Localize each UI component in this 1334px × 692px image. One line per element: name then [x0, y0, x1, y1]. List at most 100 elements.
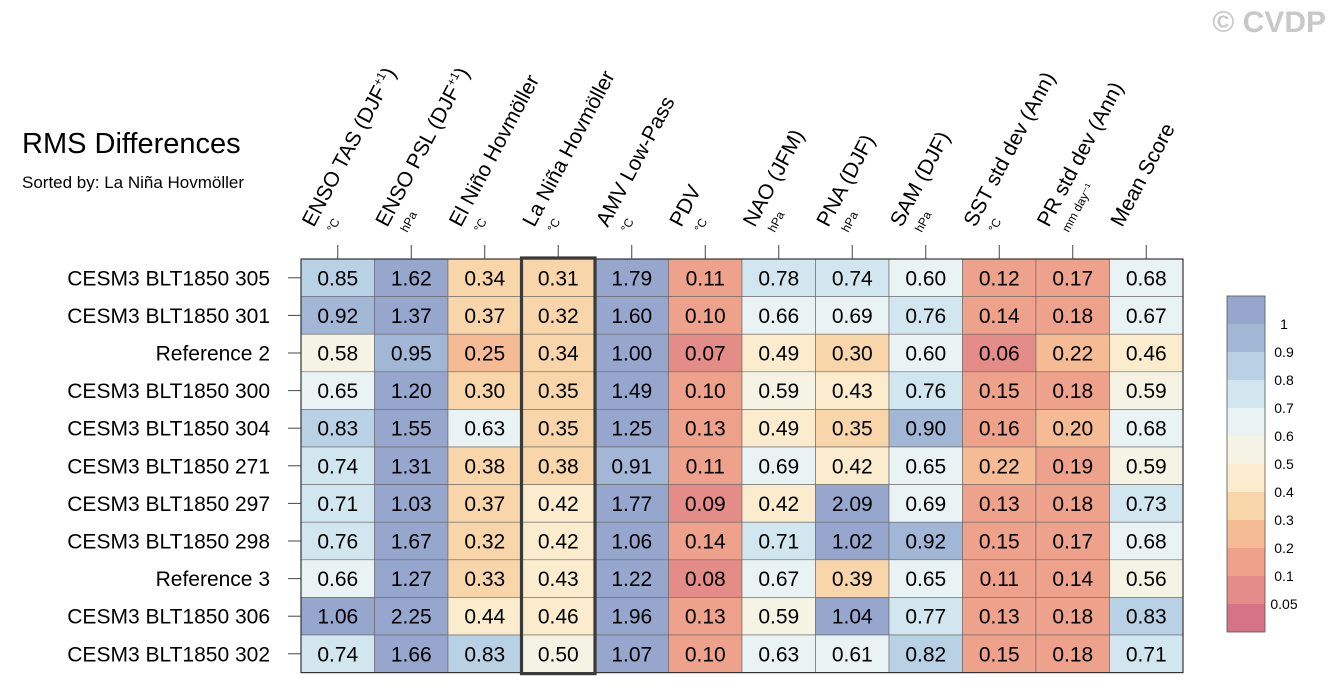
heatmap-cell [962, 559, 1037, 598]
heatmap-cell [1109, 484, 1184, 523]
heatmap-cell [1035, 409, 1110, 448]
heatmap-cell [962, 484, 1037, 523]
cell-value: 0.69 [758, 455, 799, 478]
colorbar-swatch [1227, 464, 1265, 492]
cell-value: 0.83 [317, 418, 358, 441]
cell-value: 0.90 [905, 418, 946, 441]
cell-value: 0.32 [538, 305, 579, 328]
cell-value: 0.15 [979, 531, 1020, 554]
cell-value: 0.10 [685, 643, 726, 666]
cell-value: 0.59 [1126, 380, 1167, 403]
heatmap-cell [374, 597, 449, 636]
column-label: AMV Low-Pass [592, 93, 680, 231]
cell-value: 0.17 [1052, 531, 1093, 554]
heatmap-cell [815, 521, 890, 561]
cell-value: 0.95 [391, 343, 432, 366]
heatmap-cell [668, 296, 743, 335]
colorbar-swatch [1227, 324, 1265, 352]
heatmap-cell [1035, 521, 1110, 561]
heatmap-cell [447, 296, 522, 335]
column-unit: °C [692, 216, 711, 235]
heatmap-cell [594, 409, 669, 448]
cell-value: 0.34 [538, 343, 579, 366]
cell-value: 0.13 [685, 418, 726, 441]
heatmap-cell [815, 597, 890, 636]
heatmap-cell [888, 371, 963, 410]
colorbar-swatch [1227, 604, 1265, 632]
colorbar-border [1226, 295, 1266, 633]
heatmap-cells: 0.85 1.62 0.34 0.31 1.79 0.11 0.78 0.74 0.60 0.12… [300, 256, 1184, 676]
cell-value: 0.43 [538, 568, 579, 591]
cell-value: 0.44 [464, 606, 505, 629]
cell-value: 0.16 [979, 418, 1020, 441]
cell-value: 0.65 [905, 455, 946, 478]
cell-value: 0.83 [464, 643, 505, 666]
colorbar-label: 0.1 [1274, 568, 1294, 584]
cell-value: 0.43 [832, 380, 873, 403]
heatmap-cell [741, 296, 816, 335]
heatmap-cell [374, 446, 449, 485]
cell-value: 0.18 [1052, 643, 1093, 666]
row-label: CESM3 BLT1850 301 [67, 305, 270, 328]
heatmap-cell [521, 597, 596, 636]
heatmap-cell [888, 333, 963, 373]
colorbar-swatch [1227, 492, 1265, 520]
cell-value: 0.76 [317, 531, 358, 554]
cell-value: 0.69 [832, 305, 873, 328]
cell-value: 1.79 [611, 267, 652, 290]
colorbar-label: 0.05 [1270, 596, 1297, 612]
cell-value: 1.49 [611, 380, 652, 403]
cell-value: 1.02 [832, 531, 873, 554]
cell-value: 0.13 [685, 606, 726, 629]
heatmap-cell [521, 521, 596, 561]
row-label: CESM3 BLT1850 302 [67, 643, 270, 666]
row-label: CESM3 BLT1850 304 [67, 418, 270, 441]
cell-value: 0.37 [464, 305, 505, 328]
heatmap-cell [300, 371, 375, 410]
cell-value: 0.11 [980, 568, 1019, 591]
colorbar-swatch [1227, 352, 1265, 380]
cell-value: 0.91 [611, 455, 652, 478]
heatmap-cell [594, 371, 669, 410]
heatmap-cell [741, 597, 816, 636]
colorbar-label: 0.7 [1274, 400, 1294, 416]
heatmap-cell [374, 484, 449, 523]
cell-value: 2.25 [391, 606, 432, 629]
heatmap-cell [668, 634, 743, 673]
heatmap-cell [668, 446, 743, 485]
watermark: © CVDP [1212, 6, 1326, 39]
cell-value: 0.46 [538, 606, 579, 629]
cell-value: 0.11 [686, 455, 725, 478]
cell-value: 0.20 [1052, 418, 1093, 441]
heatmap-cell [668, 371, 743, 410]
heatmap-cell [1109, 634, 1184, 673]
heatmap-cell [741, 446, 816, 485]
cell-value: 0.76 [905, 380, 946, 403]
cell-value: 0.12 [979, 267, 1020, 290]
cell-value: 0.39 [832, 568, 873, 591]
heatmap-cell [447, 559, 522, 598]
cell-value: 0.66 [317, 568, 358, 591]
heatmap-cell [741, 521, 816, 561]
heatmap-cell [741, 634, 816, 673]
colorbar-label: 0.5 [1274, 456, 1294, 472]
heatmap-cell [888, 296, 963, 335]
colorbar-label: 0.4 [1274, 484, 1294, 500]
heatmap-cell [1109, 258, 1184, 297]
colorbar-swatch [1227, 380, 1265, 408]
colorbar-label: 0.3 [1274, 512, 1294, 528]
cell-value: 1.06 [317, 606, 358, 629]
heatmap-cell [962, 333, 1037, 373]
cell-value: 1.27 [391, 568, 432, 591]
cell-value: 0.33 [464, 568, 505, 591]
heatmap-cell [1109, 296, 1184, 335]
cell-value: 0.14 [1052, 568, 1093, 591]
cell-value: 0.10 [685, 380, 726, 403]
heatmap-cell [815, 559, 890, 598]
heatmap-cell [815, 634, 890, 673]
cell-value: 1.67 [391, 531, 432, 554]
colorbar-swatch [1227, 296, 1265, 324]
column-unit: °C [545, 216, 564, 235]
cell-value: 0.78 [758, 267, 799, 290]
row-label: CESM3 BLT1850 297 [67, 493, 270, 516]
